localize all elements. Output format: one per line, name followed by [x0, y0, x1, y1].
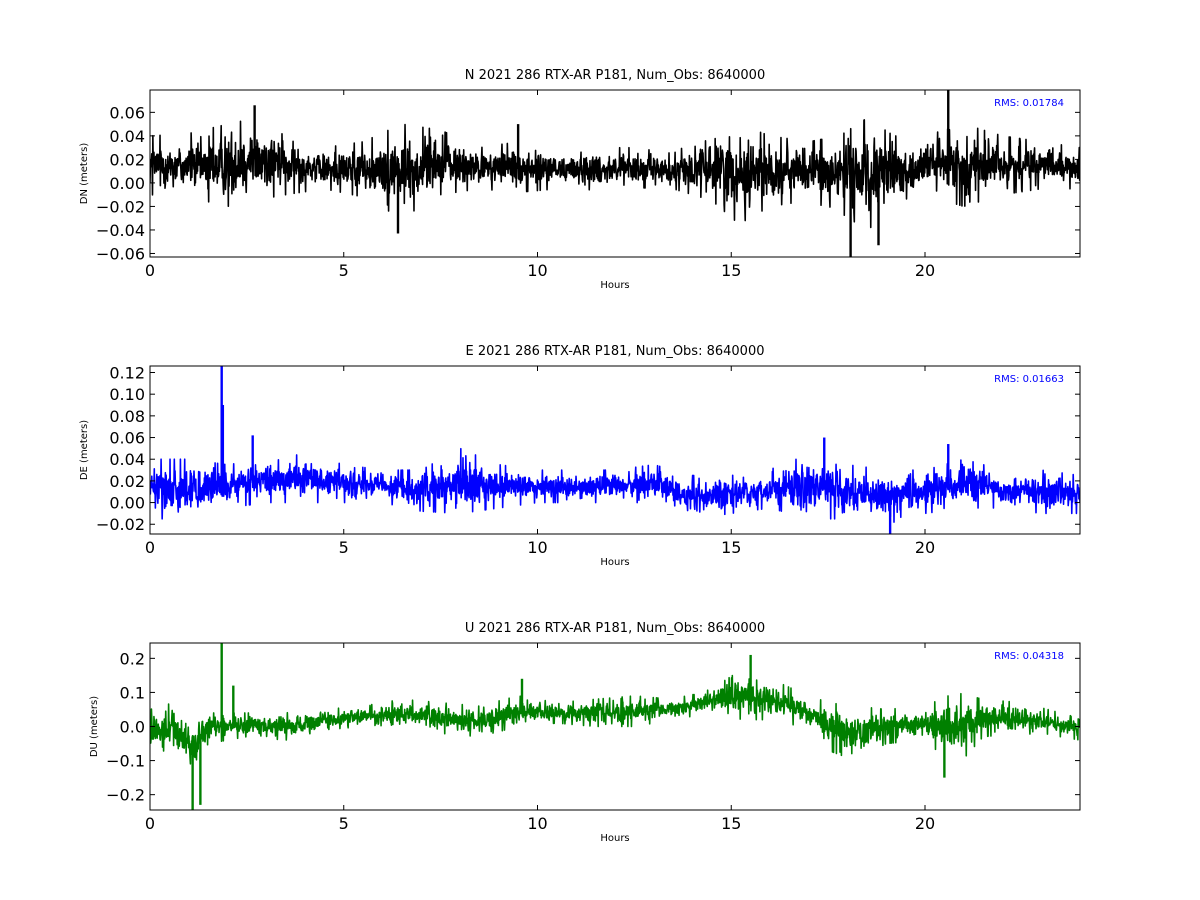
- east-y-tick-label: 0.06: [109, 429, 145, 448]
- up-panel: 0 5 10 15 20 −0.2 −0.1 0.0 0.1 0.2 U 2021 286 RTX-…: [89, 621, 1081, 844]
- north-x-tick-label: 0: [145, 261, 155, 280]
- north-x-tick-label: 20: [915, 261, 935, 280]
- north-x-tick-label: 5: [339, 261, 349, 280]
- up-x-tick-label: 20: [915, 814, 935, 833]
- east-rms-annotation: RMS: 0.01663: [994, 374, 1064, 385]
- up-x-tick-label: 10: [527, 814, 547, 833]
- up-x-tick-label: 15: [721, 814, 741, 833]
- up-series-line: [150, 674, 1080, 765]
- east-x-axis-label: Hours: [600, 557, 629, 568]
- up-y-tick-label: −0.2: [106, 786, 145, 805]
- east-x-tick-label: 10: [527, 538, 547, 557]
- north-y-tick-label: −0.06: [96, 244, 145, 263]
- east-y-tick-label: 0.00: [109, 494, 145, 513]
- east-y-tick-label: 0.08: [109, 407, 145, 426]
- north-panel: 0 5 10 15 20 −0.06 −0.04 −0.02 0.00 0.02 0.04 0.06 N…: [79, 68, 1081, 291]
- up-y-tick-label: 0.2: [120, 649, 145, 668]
- up-panel-title: U 2021 286 RTX-AR P181, Num_Obs: 8640000: [465, 621, 765, 636]
- up-x-tick-label: 5: [339, 814, 349, 833]
- east-x-tick-label: 0: [145, 538, 155, 557]
- east-x-tick-label: 15: [721, 538, 741, 557]
- north-x-axis-label: Hours: [600, 280, 629, 291]
- up-y-tick-label: 0.1: [120, 683, 145, 702]
- north-y-tick-label: 0.06: [109, 103, 145, 122]
- north-panel-title: N 2021 286 RTX-AR P181, Num_Obs: 8640000: [465, 68, 765, 83]
- east-y-tick-label: 0.02: [109, 472, 145, 491]
- east-series-line: [150, 447, 1080, 523]
- up-x-tick-label: 0: [145, 814, 155, 833]
- up-y-tick-label: −0.1: [106, 752, 145, 771]
- north-rms-annotation: RMS: 0.01784: [994, 98, 1064, 109]
- up-y-axis-label: DU (meters): [89, 696, 100, 757]
- east-y-tick-label: 0.10: [109, 385, 145, 404]
- up-y-tick-label: 0.0: [120, 718, 145, 737]
- north-x-tick-label: 15: [721, 261, 741, 280]
- north-y-tick-label: 0.02: [109, 150, 145, 169]
- north-axes-frame: [149, 89, 1081, 258]
- east-x-tick-label: 20: [915, 538, 935, 557]
- east-y-tick-label: 0.04: [109, 450, 145, 469]
- north-y-axis-label: DN (meters): [79, 143, 90, 205]
- east-plot-area: [150, 366, 1080, 534]
- north-y-tick-label: 0.00: [109, 174, 145, 193]
- north-y-tick-label: −0.02: [96, 197, 145, 216]
- east-y-tick-label: −0.02: [96, 515, 145, 534]
- up-rms-annotation: RMS: 0.04318: [994, 651, 1064, 662]
- up-x-axis-label: Hours: [600, 833, 629, 844]
- east-x-tick-label: 5: [339, 538, 349, 557]
- north-series-line: [150, 119, 1080, 229]
- east-panel: 0 5 10 15 20 −0.02 0.00 0.02 0.04 0.06 0.08 0.10 0.1…: [79, 344, 1081, 568]
- north-y-tick-label: 0.04: [109, 127, 145, 146]
- east-y-tick-label: 0.12: [109, 364, 145, 383]
- east-y-axis-label: DE (meters): [79, 420, 90, 480]
- east-axes-frame: [149, 365, 1081, 535]
- north-y-tick-label: −0.04: [96, 221, 145, 240]
- north-x-tick-label: 10: [527, 261, 547, 280]
- east-panel-title: E 2021 286 RTX-AR P181, Num_Obs: 8640000: [466, 344, 765, 359]
